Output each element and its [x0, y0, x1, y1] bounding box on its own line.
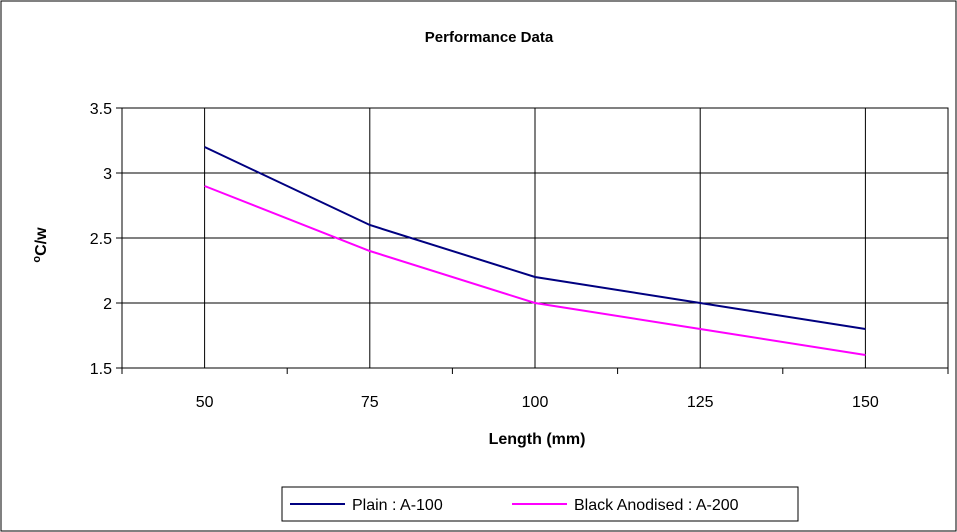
- y-tick-label: 1.5: [90, 361, 112, 378]
- legend-label-black-anodised: Black Anodised : A-200: [574, 497, 739, 514]
- y-axis-label-main: C/w: [33, 227, 50, 256]
- y-tick-label: 3: [103, 166, 112, 183]
- y-tick-label: 2: [103, 296, 112, 313]
- y-tick-label: 2.5: [90, 231, 112, 248]
- series-line-plain: [204, 146, 866, 330]
- y-axis-label-superscript: o: [31, 256, 43, 263]
- x-tick-label: 75: [361, 394, 379, 411]
- axes: 1.5 2 2.5 3 3.5 50 75 100 125 150: [90, 101, 949, 411]
- series-line-black-anodised: [204, 185, 866, 356]
- legend: Plain : A-100 Black Anodised : A-200: [281, 486, 799, 522]
- x-axis-label: Length (mm): [489, 431, 586, 448]
- y-tick-label: 3.5: [90, 101, 112, 118]
- x-tick-label: 50: [196, 394, 214, 411]
- chart-title: Performance Data: [425, 29, 554, 46]
- x-tick-label: 100: [522, 394, 549, 411]
- y-axis-label: oC/w: [31, 227, 50, 263]
- x-tick-label: 125: [687, 394, 714, 411]
- series-lines: [204, 146, 866, 356]
- x-tick-label: 150: [852, 394, 879, 411]
- legend-label-plain: Plain : A-100: [352, 497, 443, 514]
